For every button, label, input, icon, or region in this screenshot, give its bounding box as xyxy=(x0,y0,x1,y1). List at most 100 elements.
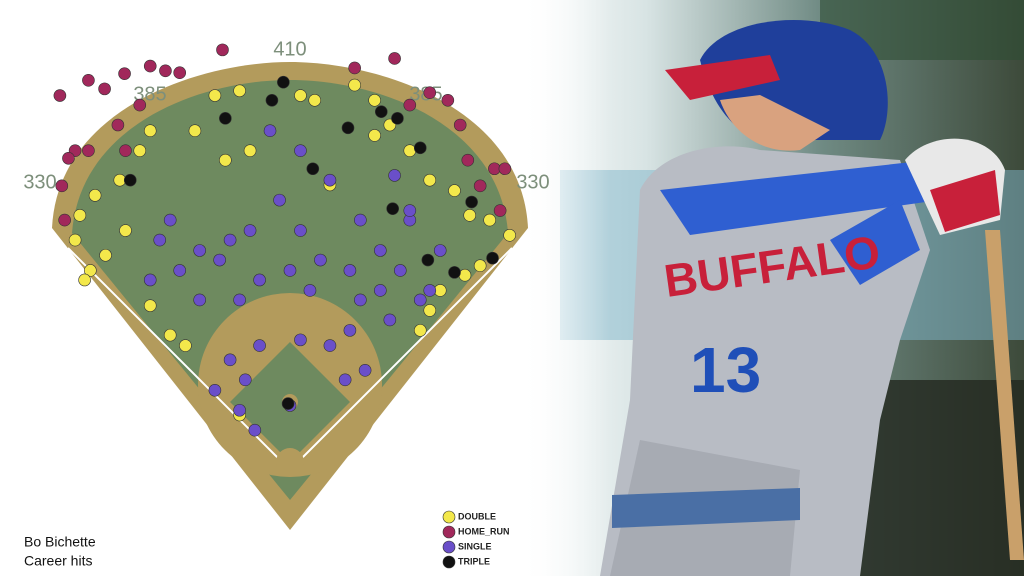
hit-point xyxy=(277,75,290,89)
hit-point xyxy=(263,124,277,138)
hit-point xyxy=(463,209,477,222)
legend-label: HOME_RUN xyxy=(458,526,510,536)
legend-swatch xyxy=(442,540,456,554)
hit-point xyxy=(448,266,461,279)
hit-point xyxy=(213,253,226,267)
hit-point xyxy=(143,59,157,73)
hit-point xyxy=(111,118,125,132)
jersey-number: 13 xyxy=(690,334,761,406)
hit-point xyxy=(354,213,367,227)
hit-point xyxy=(386,202,399,215)
hit-point xyxy=(119,144,132,157)
hit-point xyxy=(163,328,177,342)
hit-point xyxy=(441,93,455,107)
hit-point xyxy=(403,98,417,112)
hit-point xyxy=(53,89,67,102)
hit-point xyxy=(143,273,157,287)
hit-point xyxy=(82,74,95,87)
hit-point xyxy=(216,43,229,57)
hit-point xyxy=(465,195,478,209)
legend: DOUBLE HOME_RUN SINGLE TRIPLE xyxy=(442,510,510,569)
hit-point xyxy=(133,98,147,112)
hit-point xyxy=(503,228,516,242)
hit-point xyxy=(173,264,187,277)
hit-point xyxy=(55,179,69,193)
hit-point xyxy=(343,264,357,277)
hit-point xyxy=(273,193,286,207)
hit-point xyxy=(159,64,172,78)
hit-point xyxy=(219,112,232,125)
hit-point xyxy=(473,179,487,193)
hit-point xyxy=(393,264,407,277)
fence-label: 330 xyxy=(516,171,549,193)
hit-point xyxy=(423,173,437,187)
hit-point xyxy=(223,233,237,247)
hit-point xyxy=(248,423,262,437)
hit-point xyxy=(493,204,507,217)
hit-point xyxy=(354,293,367,307)
hit-point xyxy=(423,284,437,297)
hit-point xyxy=(383,313,397,327)
hit-point xyxy=(243,224,257,237)
hit-point xyxy=(323,339,337,352)
hit-point xyxy=(348,78,361,92)
legend-swatch xyxy=(442,510,456,524)
hit-point xyxy=(68,233,82,247)
fence-label: 330 xyxy=(23,171,56,193)
caption: Bo Bichette xyxy=(24,534,96,550)
hit-point xyxy=(388,169,401,182)
hit-point xyxy=(348,61,361,75)
hit-point xyxy=(343,324,357,337)
hit-point xyxy=(73,209,87,222)
hit-point xyxy=(253,339,266,352)
hit-point xyxy=(82,144,95,157)
hit-point xyxy=(233,84,246,98)
hit-point xyxy=(323,173,337,187)
hit-point xyxy=(265,93,279,107)
hit-point xyxy=(403,144,417,157)
hit-point xyxy=(208,89,222,102)
hit-point xyxy=(453,118,467,132)
hit-point xyxy=(461,153,475,167)
hit-point xyxy=(143,124,157,138)
hit-point xyxy=(403,204,417,217)
hit-point xyxy=(294,89,307,102)
hit-point xyxy=(98,82,111,96)
hit-point xyxy=(84,264,97,277)
hit-point xyxy=(374,244,387,257)
hit-point xyxy=(306,162,320,176)
hit-point xyxy=(283,264,297,277)
hit-point xyxy=(119,224,132,237)
hit-point xyxy=(498,162,512,176)
hit-point xyxy=(374,284,387,297)
hit-point xyxy=(253,273,266,287)
hit-point xyxy=(58,213,71,227)
hit-point xyxy=(193,293,206,307)
hit-point xyxy=(281,397,295,410)
hit-point xyxy=(458,268,472,282)
hit-point xyxy=(308,93,322,107)
hit-point xyxy=(219,153,232,167)
hit-point xyxy=(78,273,91,287)
caption: Career hits xyxy=(24,553,92,569)
hit-point xyxy=(143,299,157,312)
hit-point xyxy=(391,112,404,125)
hit-point xyxy=(368,129,381,142)
legend-label: DOUBLE xyxy=(458,511,496,521)
hit-point xyxy=(303,284,317,297)
hit-point xyxy=(388,52,401,65)
hit-point xyxy=(433,244,447,257)
hit-point xyxy=(413,324,427,337)
fence-label: 410 xyxy=(273,38,306,60)
hit-point xyxy=(358,364,372,377)
points xyxy=(53,43,516,437)
hit-point xyxy=(163,213,177,227)
hit-point xyxy=(486,251,499,265)
hit-point xyxy=(374,105,388,118)
legend-label: TRIPLE xyxy=(458,556,490,566)
hit-point xyxy=(223,353,237,367)
hit-point xyxy=(233,293,246,307)
hit-point xyxy=(423,304,437,317)
legend-swatch xyxy=(442,525,456,539)
hit-point xyxy=(193,244,206,257)
